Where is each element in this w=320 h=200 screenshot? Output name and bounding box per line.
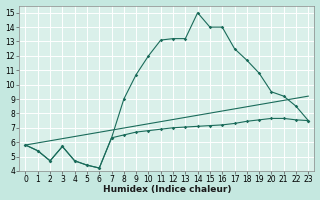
X-axis label: Humidex (Indice chaleur): Humidex (Indice chaleur) xyxy=(103,185,231,194)
